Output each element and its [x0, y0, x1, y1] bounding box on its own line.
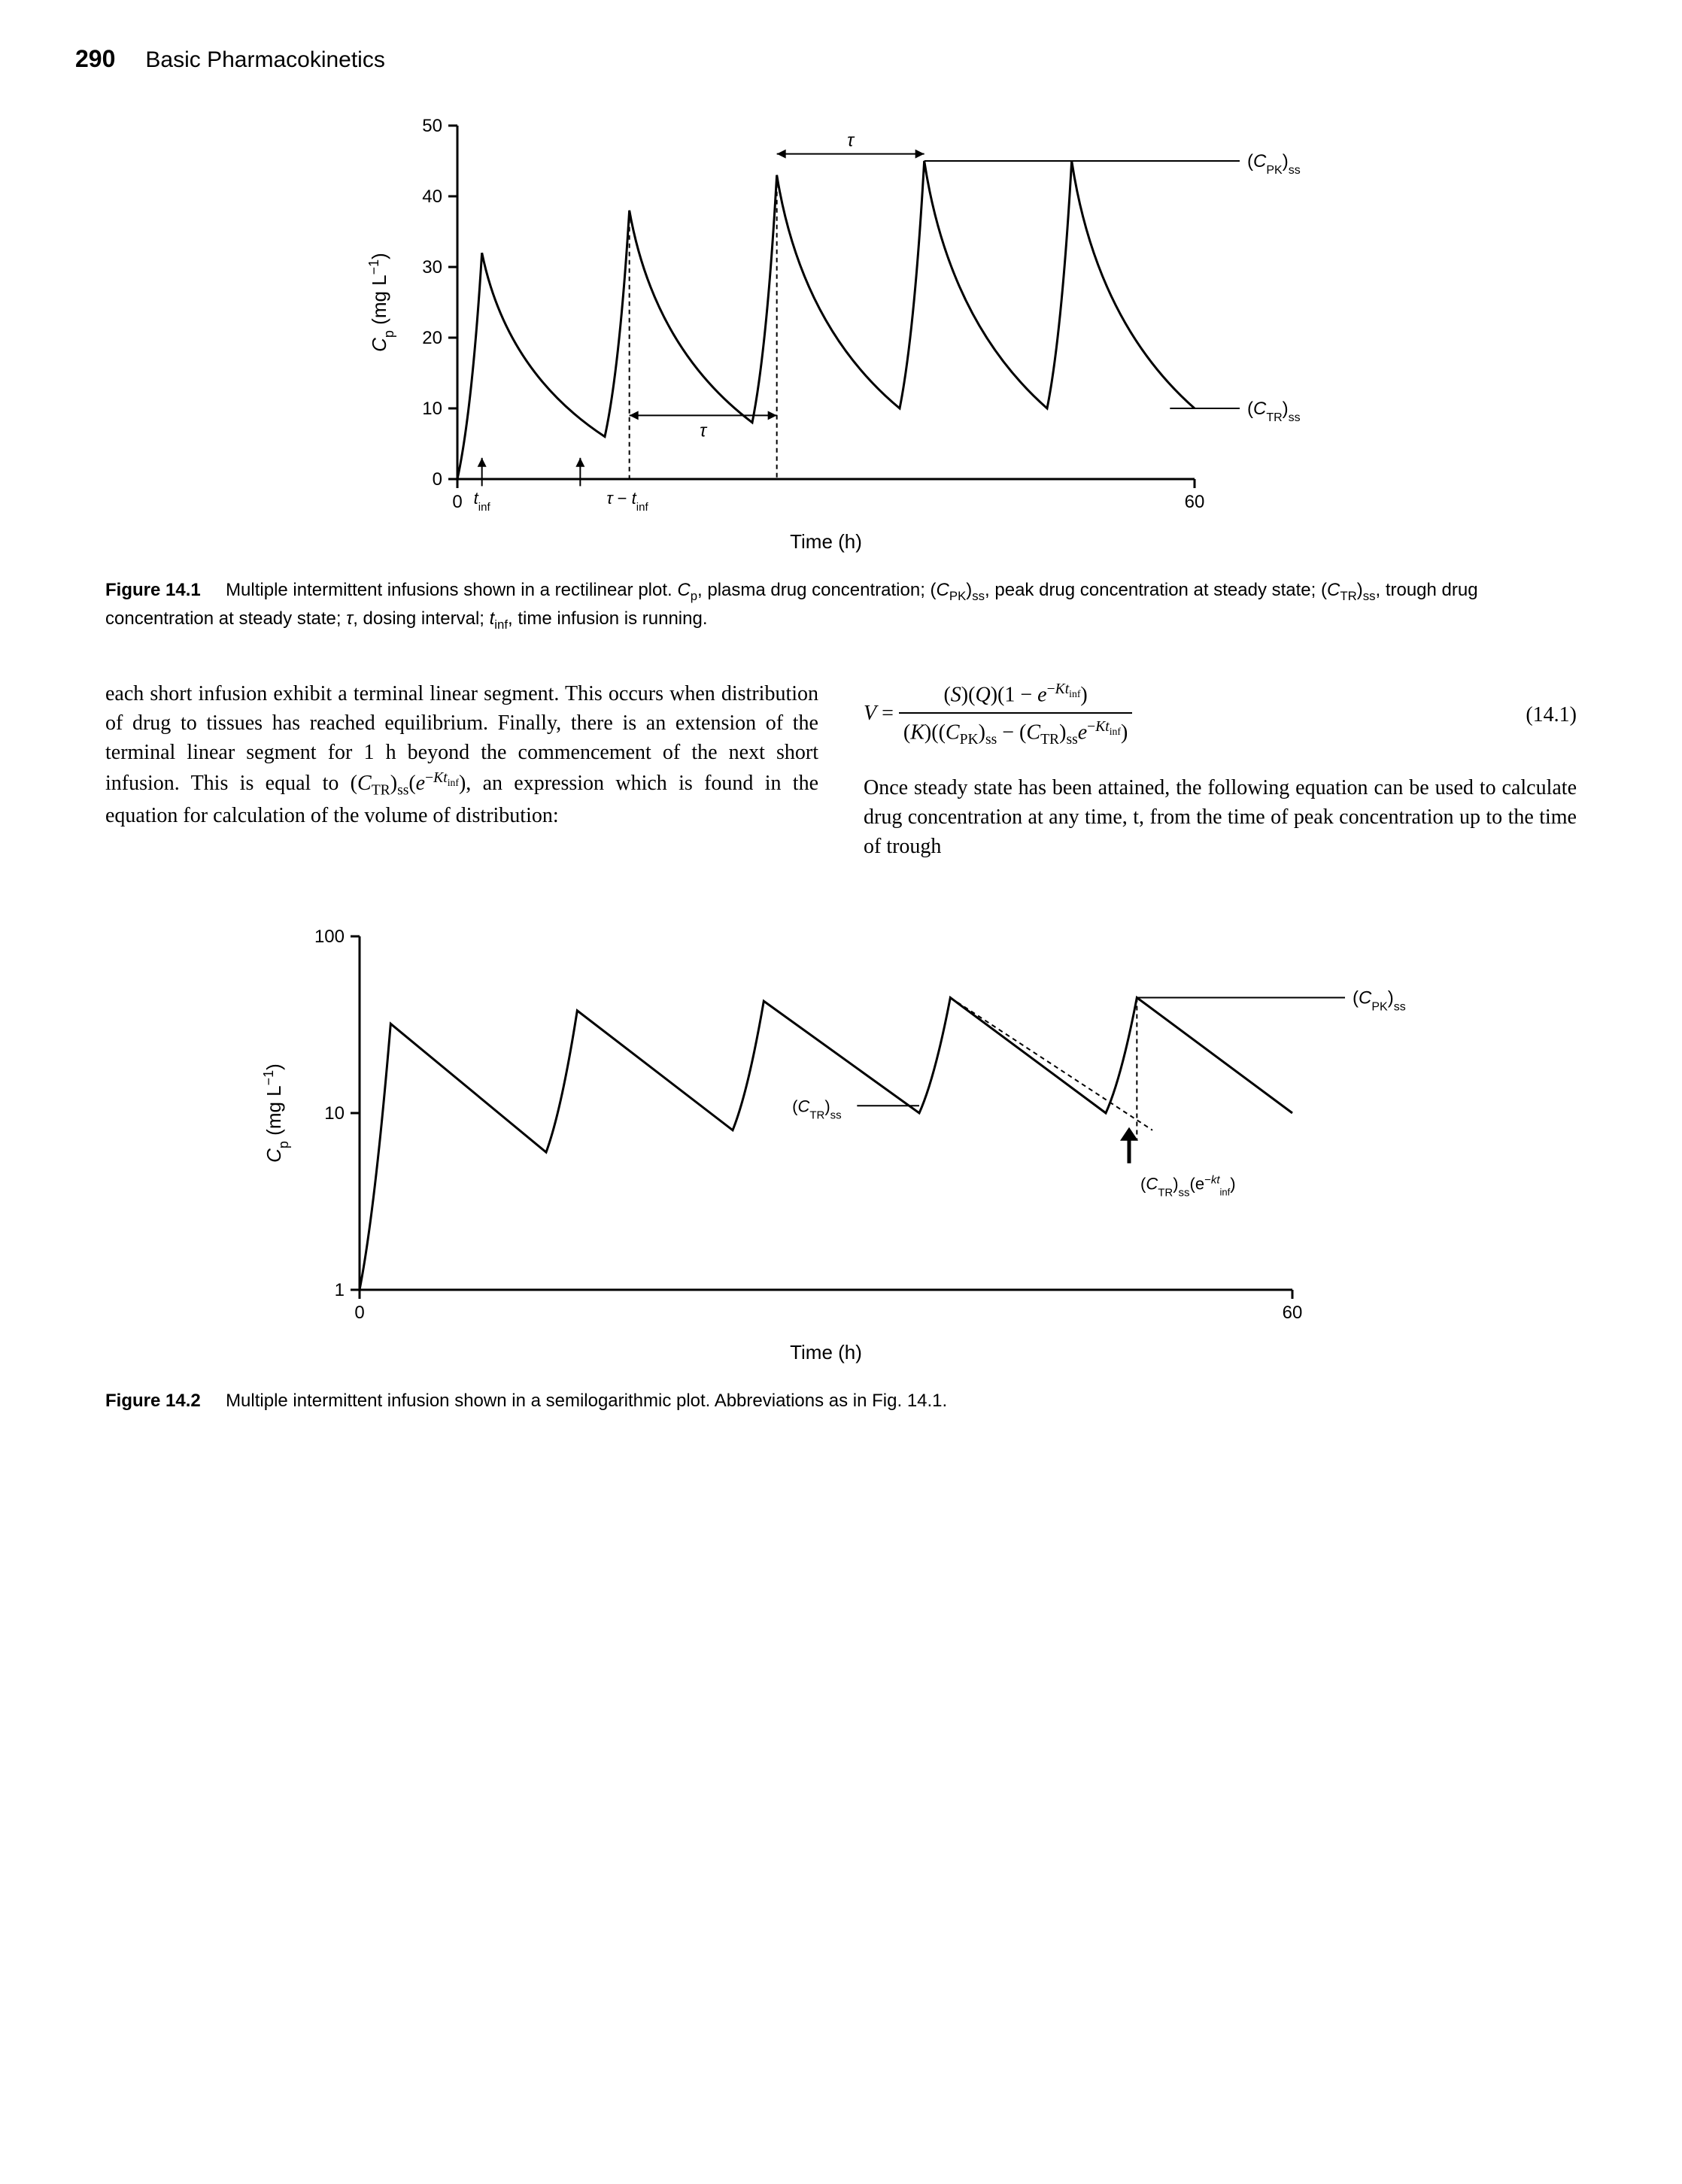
- svg-text:(CTR)ss(e−ktinf): (CTR)ss(e−ktinf): [1140, 1174, 1236, 1200]
- equation-14-1: V = (S)(Q)(1 − e−Ktinf) (K)((CPK)ss − (C…: [864, 679, 1577, 751]
- svg-text:10: 10: [324, 1103, 345, 1124]
- svg-text:τ − tinf: τ − tinf: [606, 489, 648, 514]
- eq-number: (14.1): [1526, 700, 1577, 730]
- svg-text:10: 10: [422, 399, 442, 419]
- fig2-text: Multiple intermittent infusion shown in …: [226, 1391, 947, 1411]
- eq-numerator: (S)(Q)(1 − e−Ktinf): [899, 679, 1132, 714]
- svg-text:Cp (mg L−1): Cp (mg L−1): [261, 1064, 291, 1163]
- svg-text:20: 20: [422, 328, 442, 348]
- eq-body: V = (S)(Q)(1 − e−Ktinf) (K)((CPK)ss − (C…: [864, 679, 1132, 751]
- svg-text:τ: τ: [847, 131, 855, 151]
- figure-14-1: 0 10 20 30 40 50 0 60 Time (h) Cp (mg L−1) τ τ tinf τ…: [75, 96, 1607, 634]
- svg-text:40: 40: [422, 187, 442, 207]
- svg-text:0: 0: [452, 492, 462, 512]
- svg-text:Cp (mg L−1): Cp (mg L−1): [366, 253, 396, 352]
- svg-text:50: 50: [422, 116, 442, 136]
- figure-14-2: 1 10 100 0 60 Time (h) Cp (mg L−1) (CPK)ss (CTR)…: [75, 906, 1607, 1415]
- eq-lhs: V: [864, 702, 876, 725]
- eq-denominator: (K)((CPK)ss − (CTR)sse−Ktinf): [899, 714, 1132, 750]
- page-header: 290 Basic Pharmacokinetics: [75, 45, 1607, 73]
- fig2-label: Figure 14.2: [105, 1391, 201, 1411]
- book-title: Basic Pharmacokinetics: [145, 47, 384, 73]
- svg-text:60: 60: [1283, 1303, 1303, 1323]
- svg-text:100: 100: [314, 927, 345, 947]
- left-column: each short infusion exhibit a terminal l…: [105, 679, 818, 861]
- svg-text:(CPK)ss: (CPK)ss: [1247, 151, 1301, 177]
- svg-text:Time (h): Time (h): [790, 530, 862, 553]
- fig1-label: Figure 14.1: [105, 580, 201, 600]
- right-para: Once steady state has been attained, the…: [864, 776, 1577, 858]
- page-number: 290: [75, 45, 115, 73]
- svg-text:τ: τ: [700, 420, 708, 441]
- fig1-text: Multiple intermittent infusions shown in…: [105, 580, 1478, 629]
- svg-text:1: 1: [335, 1280, 345, 1300]
- fig2-svg: 1 10 100 0 60 Time (h) Cp (mg L−1) (CPK)ss (CTR)…: [239, 906, 1443, 1373]
- svg-text:0: 0: [354, 1303, 364, 1323]
- figure-14-1-plot: 0 10 20 30 40 50 0 60 Time (h) Cp (mg L−1) τ τ tinf τ…: [75, 96, 1607, 566]
- svg-text:60: 60: [1185, 492, 1205, 512]
- svg-text:0: 0: [433, 469, 442, 490]
- svg-text:(CTR)ss: (CTR)ss: [792, 1097, 842, 1122]
- eq-fraction: (S)(Q)(1 − e−Ktinf) (K)((CPK)ss − (CTR)s…: [899, 679, 1132, 751]
- figure-14-2-caption: Figure 14.2 Multiple intermittent infusi…: [105, 1388, 1577, 1415]
- svg-text:(CTR)ss: (CTR)ss: [1247, 399, 1301, 424]
- figure-14-2-plot: 1 10 100 0 60 Time (h) Cp (mg L−1) (CPK)ss (CTR)…: [75, 906, 1607, 1376]
- left-para: each short infusion exhibit a terminal l…: [105, 682, 818, 827]
- fig1-svg: 0 10 20 30 40 50 0 60 Time (h) Cp (mg L−1) τ τ tinf τ…: [352, 96, 1330, 562]
- svg-text:tinf: tinf: [474, 489, 491, 514]
- right-column: V = (S)(Q)(1 − e−Ktinf) (K)((CPK)ss − (C…: [864, 679, 1577, 861]
- figure-14-1-caption: Figure 14.1 Multiple intermittent infusi…: [105, 577, 1577, 634]
- svg-text:(CPK)ss: (CPK)ss: [1353, 988, 1406, 1014]
- body-columns: each short infusion exhibit a terminal l…: [105, 679, 1577, 861]
- svg-text:Time (h): Time (h): [790, 1341, 862, 1363]
- svg-text:30: 30: [422, 257, 442, 278]
